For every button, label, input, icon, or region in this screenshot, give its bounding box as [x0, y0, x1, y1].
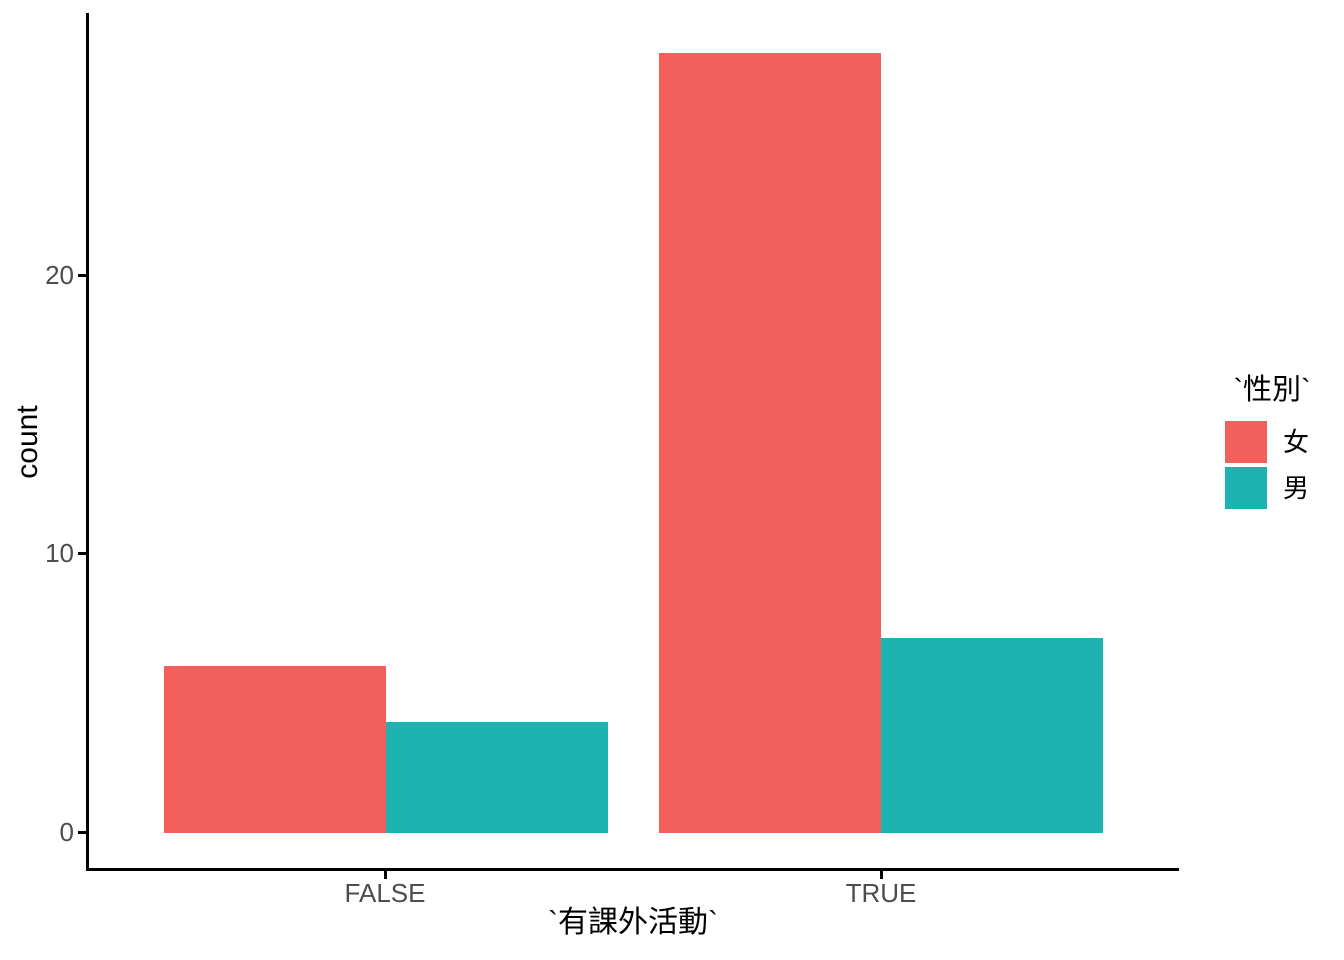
x-axis-title: `有課外活動`: [548, 906, 718, 939]
legend-key-male: [1225, 467, 1267, 509]
bar-true-female: [659, 53, 881, 833]
y-tick-label-0: 0: [59, 817, 74, 847]
x-tick-label-true: TRUE: [845, 878, 917, 908]
legend-label-male: 男: [1283, 473, 1310, 503]
y-tick-label-10: 10: [45, 538, 74, 568]
y-axis-line: [86, 13, 89, 871]
y-tick-label-20: 20: [45, 260, 74, 290]
legend-label-female: 女: [1283, 427, 1310, 457]
legend-title: `性別`: [1233, 374, 1311, 406]
x-axis-line: [86, 868, 1179, 871]
y-tick-mark-20: [78, 274, 86, 277]
x-tick-mark-false: [384, 871, 387, 879]
y-tick-mark-10: [78, 552, 86, 555]
bar-false-male: [385, 721, 608, 833]
bar-false-female: [163, 665, 386, 833]
y-axis-title: count: [11, 405, 44, 479]
y-tick-mark-0: [78, 831, 86, 834]
x-tick-mark-true: [880, 871, 883, 879]
legend-key-female: [1225, 421, 1267, 463]
bar-true-male: [881, 638, 1103, 833]
x-tick-label-false: FALSE: [344, 878, 426, 908]
